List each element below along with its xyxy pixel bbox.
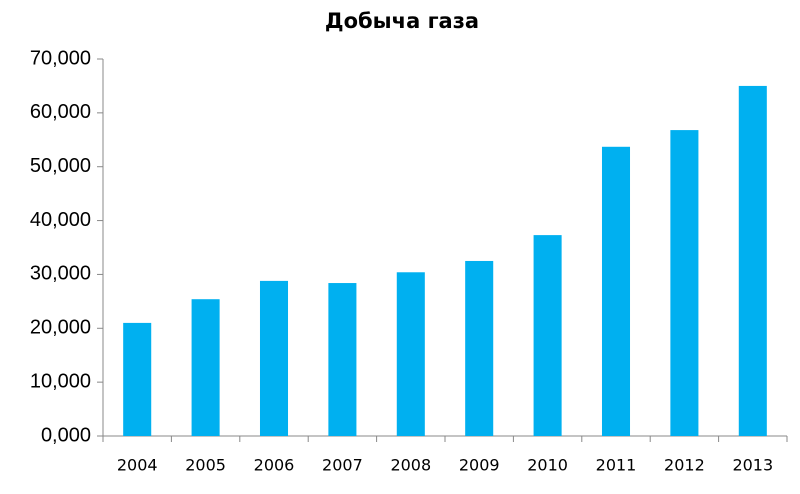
x-tick-label: 2008 <box>390 456 431 475</box>
bar <box>533 235 562 436</box>
bar <box>738 85 767 436</box>
bar <box>465 260 494 436</box>
bar <box>191 299 220 436</box>
x-tick-label: 2006 <box>254 456 295 475</box>
x-tick-label: 2011 <box>596 456 637 475</box>
x-tick-label: 2007 <box>322 456 363 475</box>
y-tick-label: 20,000 <box>30 317 91 339</box>
y-tick-label: 70,000 <box>30 47 91 69</box>
y-tick-label: 30,000 <box>30 263 91 285</box>
x-tick-label: 2004 <box>117 456 158 475</box>
y-tick-label: 60,000 <box>30 101 91 123</box>
bar <box>123 322 152 436</box>
x-tick-label: 2013 <box>732 456 773 475</box>
chart-title: Добыча газа <box>325 9 479 33</box>
x-tick-label: 2005 <box>185 456 226 475</box>
bar <box>670 130 699 436</box>
bar <box>328 283 357 436</box>
y-tick-label: 50,000 <box>30 155 91 177</box>
x-tick-label: 2010 <box>527 456 568 475</box>
x-tick-label: 2009 <box>459 456 500 475</box>
bar <box>259 280 289 436</box>
bar <box>396 272 425 436</box>
y-tick-label: 40,000 <box>30 209 91 231</box>
x-tick-label: 2012 <box>664 456 705 475</box>
y-tick-label: 0,000 <box>41 424 91 446</box>
bar <box>601 146 631 436</box>
y-tick-label: 10,000 <box>30 370 91 392</box>
